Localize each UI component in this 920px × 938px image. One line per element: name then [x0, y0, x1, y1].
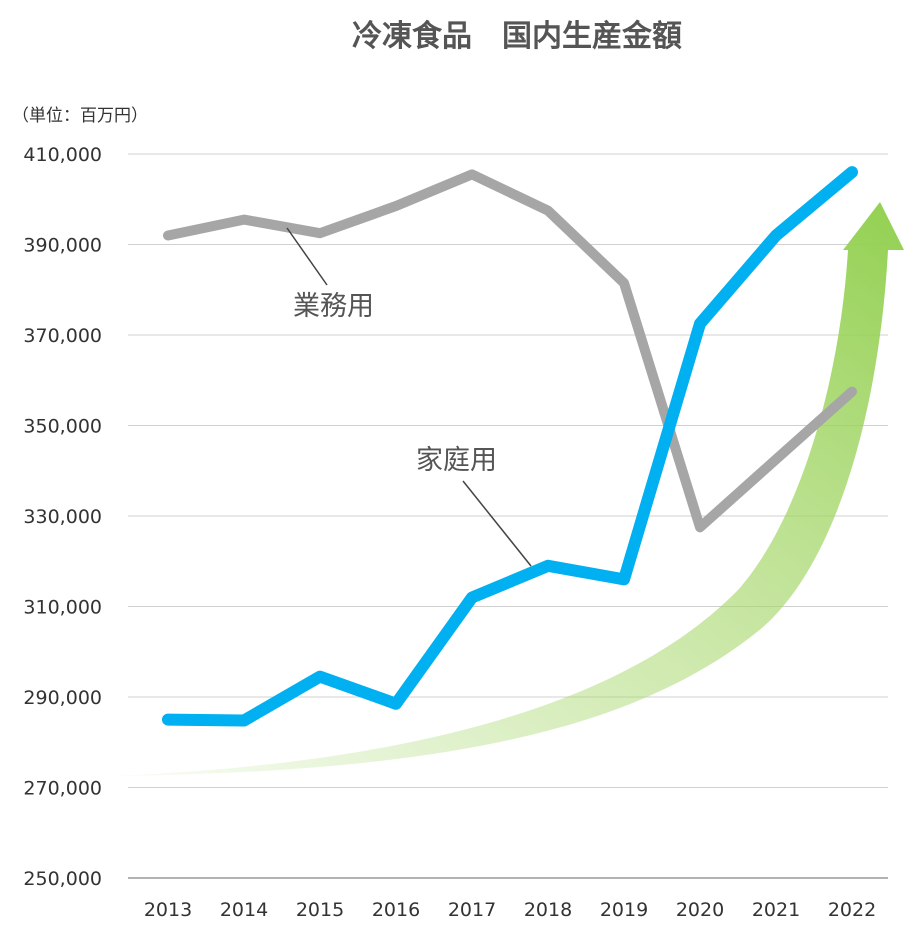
callout-line-katei: [462, 480, 532, 567]
y-axis-ticks: 250,000 270,000 290,000 310,000 330,000 350,0…: [23, 144, 102, 890]
x-tick-label: 2018: [524, 899, 572, 921]
series-line-gyomu: [163, 169, 857, 533]
series-label-katei: 家庭用: [416, 445, 497, 476]
y-tick-label: 410,000: [23, 144, 102, 166]
chart-title: 冷凍食品 国内生産金額: [352, 19, 682, 54]
x-tick-label: 2017: [448, 899, 496, 921]
x-tick-label: 2015: [296, 899, 344, 921]
x-tick-label: 2022: [828, 899, 876, 921]
y-tick-label: 390,000: [23, 235, 102, 257]
x-tick-label: 2019: [600, 899, 648, 921]
x-axis-ticks: 2013 2014 2015 2016 2017 2018 2019 2020 2021 2022: [144, 899, 876, 921]
callout-line-gyomu: [286, 227, 328, 286]
x-tick-label: 2013: [144, 899, 192, 921]
y-tick-label: 330,000: [23, 506, 102, 528]
y-tick-label: 350,000: [23, 416, 102, 438]
y-tick-label: 270,000: [23, 778, 102, 800]
series-label-gyomu: 業務用: [293, 291, 374, 322]
series-lines: [162, 166, 858, 727]
series-line-katei: [162, 166, 858, 727]
y-tick-label: 370,000: [23, 325, 102, 347]
y-tick-label: 310,000: [23, 597, 102, 619]
gridlines: [128, 153, 888, 879]
y-tick-label: 250,000: [23, 868, 102, 890]
x-tick-label: 2020: [676, 899, 724, 921]
x-tick-label: 2021: [752, 899, 800, 921]
x-tick-label: 2016: [372, 899, 420, 921]
x-tick-label: 2014: [220, 899, 268, 921]
unit-label: （単位：百万円）: [12, 106, 148, 126]
trend-arrow-icon: [112, 202, 904, 776]
y-tick-label: 290,000: [23, 687, 102, 709]
